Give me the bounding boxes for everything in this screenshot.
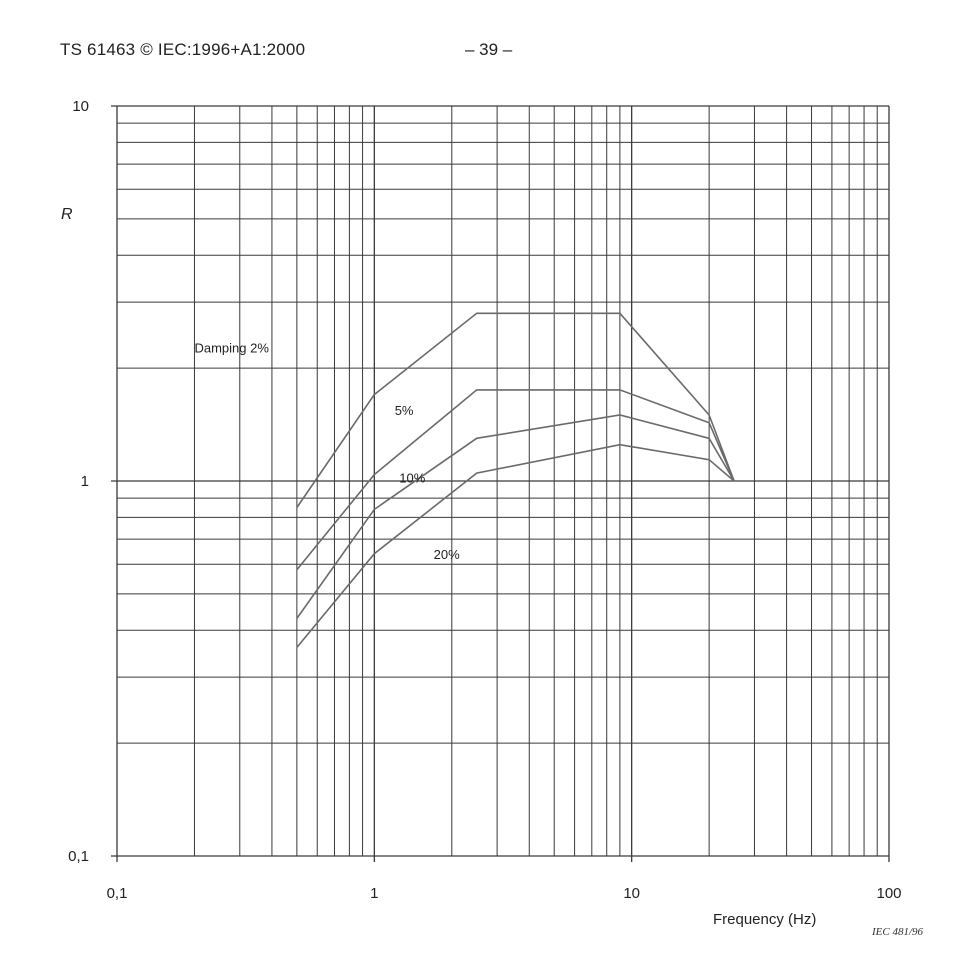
series-line-4 <box>296 443 735 648</box>
x-axis-label: Frequency (Hz) <box>713 911 816 928</box>
y-axis-label: R <box>61 206 73 223</box>
figure-reference: IEC 481/96 <box>872 926 924 938</box>
series-labels: Damping 2% 5% 10% 20% <box>194 341 460 562</box>
document-header: TS 61463 © IEC:1996+A1:2000 <box>60 40 306 59</box>
series-label-2: 5% <box>395 403 414 418</box>
x-tick-label: 100 <box>876 885 901 902</box>
series-line-1 <box>296 312 735 508</box>
series-label-3: 10% <box>399 471 425 486</box>
tick-labels: 0,1 1 10 100 0,1 1 10 <box>68 98 901 902</box>
x-tick-label: 10 <box>623 885 640 902</box>
y-tick-label: 1 <box>81 473 89 490</box>
series-line-2 <box>296 389 735 571</box>
series-label-4: 20% <box>434 547 460 562</box>
series-line-3 <box>296 414 735 619</box>
grid <box>111 105 890 862</box>
y-tick-label: 0,1 <box>68 848 89 865</box>
x-tick-label: 0,1 <box>107 885 128 902</box>
series-label-1: Damping 2% <box>194 341 269 356</box>
y-tick-label: 10 <box>72 98 89 115</box>
page-number: – 39 – <box>465 40 513 59</box>
series-lines <box>296 312 735 648</box>
x-tick-label: 1 <box>370 885 378 902</box>
